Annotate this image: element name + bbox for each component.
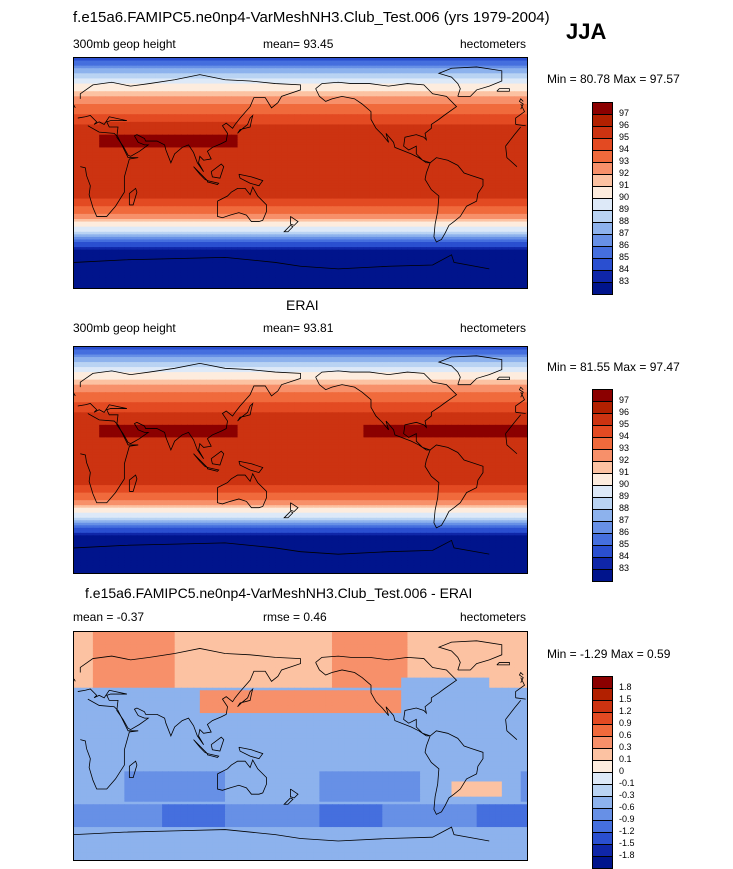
colorbar-label: -0.3 bbox=[619, 791, 635, 800]
colorbar-label: 83 bbox=[619, 277, 629, 286]
colorbar-label: 0.6 bbox=[619, 731, 632, 740]
colorbar-label: 83 bbox=[619, 564, 629, 573]
colorbar-label: 96 bbox=[619, 408, 629, 417]
panel2-left-label: 300mb geop height bbox=[73, 322, 176, 334]
colorbar-label: 87 bbox=[619, 516, 629, 525]
panel3-map bbox=[73, 631, 528, 861]
colorbar-label: 88 bbox=[619, 504, 629, 513]
colorbar-label: 88 bbox=[619, 217, 629, 226]
panel1-minmax: Min = 80.78 Max = 97.57 bbox=[547, 73, 680, 85]
colorbar-label: 92 bbox=[619, 169, 629, 178]
panel2-title: ERAI bbox=[286, 298, 319, 312]
panel1-mean-label: mean= 93.45 bbox=[263, 38, 333, 50]
colorbar-label: 89 bbox=[619, 205, 629, 214]
colorbar-label: -1.8 bbox=[619, 851, 635, 860]
panel3-mean-label: mean = -0.37 bbox=[73, 611, 144, 623]
colorbar-label: 86 bbox=[619, 241, 629, 250]
colorbar-label: 91 bbox=[619, 181, 629, 190]
colorbar-label: 90 bbox=[619, 480, 629, 489]
colorbar-label: 97 bbox=[619, 396, 629, 405]
colorbar-label: 97 bbox=[619, 109, 629, 118]
colorbar-label: -0.6 bbox=[619, 803, 635, 812]
colorbar-label: 1.8 bbox=[619, 683, 632, 692]
colorbar-label: 84 bbox=[619, 552, 629, 561]
colorbar-label: -0.1 bbox=[619, 779, 635, 788]
colorbar-label: 0.3 bbox=[619, 743, 632, 752]
colorbar-label: 93 bbox=[619, 444, 629, 453]
colorbar-label: 87 bbox=[619, 229, 629, 238]
colorbar-label: 90 bbox=[619, 193, 629, 202]
colorbar-swatch bbox=[592, 282, 613, 295]
colorbar-label: 0 bbox=[619, 767, 624, 776]
panel2-map bbox=[73, 346, 528, 574]
colorbar-label: 94 bbox=[619, 145, 629, 154]
colorbar-label: 85 bbox=[619, 540, 629, 549]
colorbar-label: 84 bbox=[619, 265, 629, 274]
colorbar-label: -0.9 bbox=[619, 815, 635, 824]
main-title: f.e15a6.FAMIPC5.ne0np4-VarMeshNH3.Club_T… bbox=[73, 10, 550, 25]
season-label: JJA bbox=[566, 21, 606, 43]
colorbar-label: 85 bbox=[619, 253, 629, 262]
colorbar-label: 89 bbox=[619, 492, 629, 501]
colorbar-label: -1.2 bbox=[619, 827, 635, 836]
panel3-units-label: hectometers bbox=[460, 611, 526, 623]
panel2-units-label: hectometers bbox=[460, 322, 526, 334]
colorbar-swatch bbox=[592, 856, 613, 869]
colorbar-label: 86 bbox=[619, 528, 629, 537]
colorbar-label: -1.5 bbox=[619, 839, 635, 848]
panel1-left-label: 300mb geop height bbox=[73, 38, 176, 50]
colorbar-label: 92 bbox=[619, 456, 629, 465]
colorbar-label: 94 bbox=[619, 432, 629, 441]
panel1-map bbox=[73, 57, 528, 289]
colorbar-label: 95 bbox=[619, 420, 629, 429]
colorbar-label: 96 bbox=[619, 121, 629, 130]
panel3-rmse-label: rmse = 0.46 bbox=[263, 611, 327, 623]
panel2-mean-label: mean= 93.81 bbox=[263, 322, 333, 334]
colorbar-label: 0.1 bbox=[619, 755, 632, 764]
panel3-minmax: Min = -1.29 Max = 0.59 bbox=[547, 648, 670, 660]
panel3-title: f.e15a6.FAMIPC5.ne0np4-VarMeshNH3.Club_T… bbox=[85, 586, 472, 600]
colorbar-label: 93 bbox=[619, 157, 629, 166]
panel2-minmax: Min = 81.55 Max = 97.47 bbox=[547, 361, 680, 373]
colorbar-label: 95 bbox=[619, 133, 629, 142]
colorbar-label: 0.9 bbox=[619, 719, 632, 728]
colorbar-label: 91 bbox=[619, 468, 629, 477]
panel1-units-label: hectometers bbox=[460, 38, 526, 50]
colorbar-swatch bbox=[592, 569, 613, 582]
colorbar-label: 1.5 bbox=[619, 695, 632, 704]
colorbar-label: 1.2 bbox=[619, 707, 632, 716]
